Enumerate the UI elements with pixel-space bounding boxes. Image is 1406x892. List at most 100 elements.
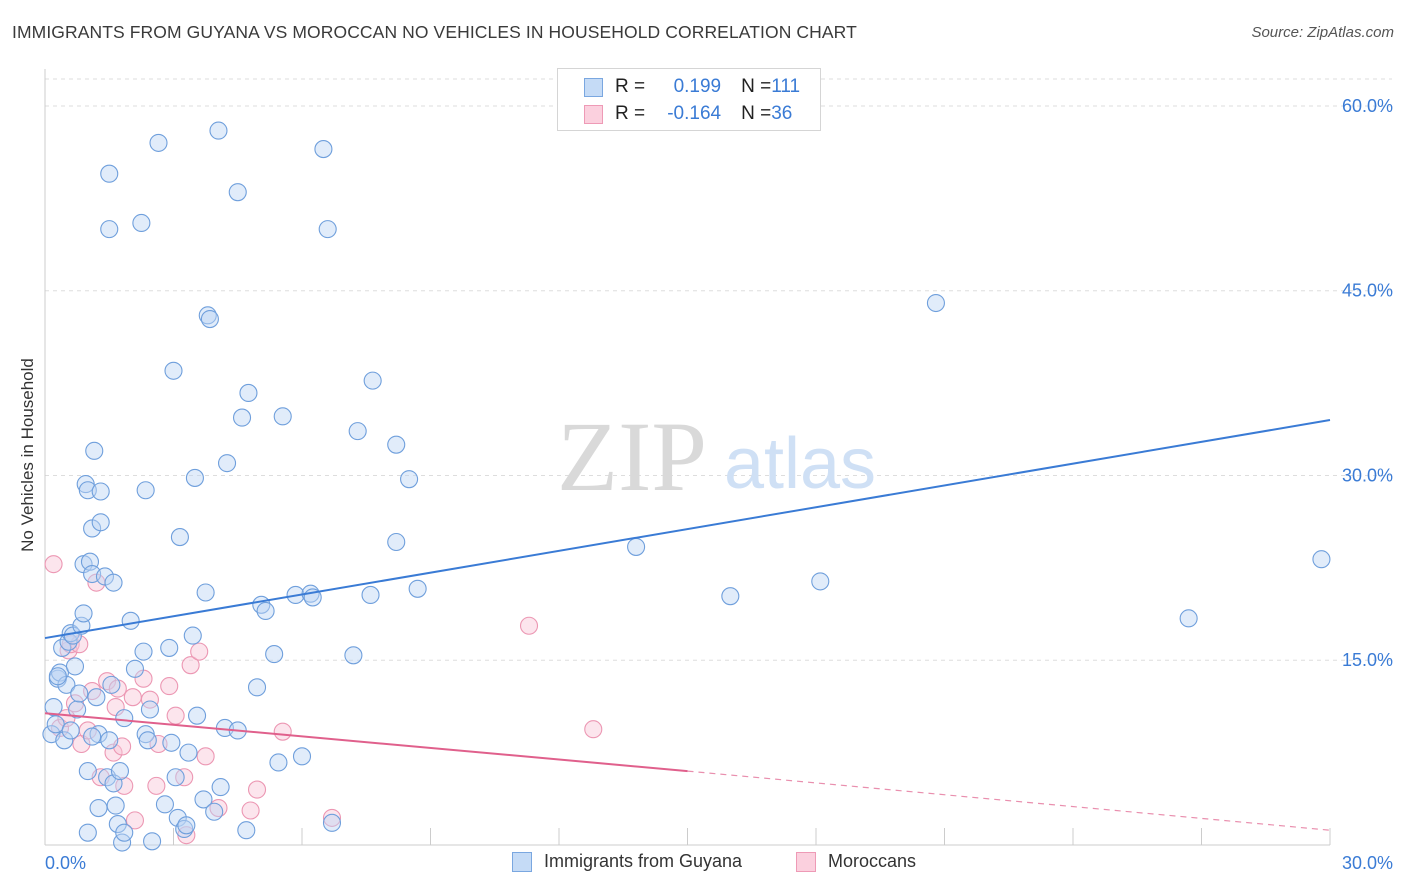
point-guyana	[322, 813, 342, 832]
point-guyana	[318, 220, 337, 239]
point-guyana	[361, 585, 380, 605]
x-tick-label: 0.0%	[45, 853, 86, 873]
watermark-zip: ZIP	[557, 401, 707, 512]
point-moroccans	[140, 690, 159, 709]
point-moroccans	[241, 801, 260, 820]
point-guyana	[256, 601, 275, 621]
point-guyana	[196, 583, 215, 602]
point-guyana	[160, 638, 179, 657]
point-moroccans	[247, 780, 267, 799]
legend-n-value: 111	[771, 76, 801, 97]
legend-r-label: R =	[615, 76, 646, 97]
point-guyana	[228, 183, 247, 202]
point-guyana	[273, 407, 292, 426]
point-guyana	[627, 537, 646, 556]
point-guyana	[78, 762, 97, 781]
trend-guyana	[44, 419, 1331, 640]
correlation-legend: R = 0.199 N = 111 R = -0.164 N = 36	[557, 68, 821, 131]
legend-row-moroccans: R = -0.164 N = 36	[584, 102, 792, 126]
point-guyana	[48, 667, 67, 686]
legend-n-label: N =	[741, 103, 772, 124]
y-tick-label: 45.0%	[1342, 281, 1393, 301]
point-guyana	[102, 675, 121, 694]
point-moroccans	[147, 776, 166, 795]
point-moroccans	[322, 808, 342, 827]
point-guyana	[143, 832, 162, 851]
legend-n-label: N =	[741, 76, 772, 97]
legend-r-value: -0.164	[667, 103, 722, 124]
point-guyana	[106, 796, 125, 815]
chart-title: IMMIGRANTS FROM GUYANA VS MOROCCAN NO VE…	[12, 22, 857, 42]
point-guyana	[140, 700, 159, 719]
point-moroccans	[160, 677, 179, 696]
point-guyana	[100, 731, 119, 750]
point-moroccans	[149, 734, 168, 754]
series-legend: Immigrants from Guyana Moroccans	[0, 851, 1406, 879]
point-guyana	[78, 823, 97, 842]
point-guyana	[83, 727, 102, 746]
legend-n-value: 36	[771, 103, 793, 124]
point-guyana	[110, 762, 130, 781]
point-guyana	[185, 468, 204, 487]
legend-swatch-moroccans	[584, 104, 603, 124]
point-guyana	[166, 768, 185, 787]
point-guyana	[136, 481, 155, 500]
point-guyana	[269, 753, 288, 772]
point-guyana	[91, 482, 110, 501]
point-guyana	[1179, 609, 1198, 628]
point-guyana	[363, 371, 382, 390]
point-moroccans	[44, 555, 63, 574]
point-guyana	[265, 645, 284, 664]
source-label: Source: ZipAtlas.com	[1251, 24, 1394, 41]
point-guyana	[348, 422, 367, 441]
point-moroccans	[181, 656, 200, 675]
point-moroccans	[125, 811, 144, 830]
point-guyana	[155, 795, 174, 814]
point-moroccans	[196, 747, 215, 766]
tick-labels: 15.0% 30.0% 45.0% 60.0% 0.0% 30.0%	[45, 96, 1393, 873]
point-guyana	[200, 309, 219, 329]
legend-label-moroccans: Moroccans	[828, 851, 917, 871]
point-guyana	[179, 743, 198, 762]
y-tick-label: 60.0%	[1342, 96, 1393, 116]
point-moroccans	[273, 722, 292, 741]
point-guyana	[408, 579, 427, 598]
point-guyana	[721, 587, 740, 606]
point-guyana	[78, 481, 97, 500]
point-guyana	[170, 528, 189, 547]
trend-moroccans	[44, 712, 688, 773]
point-guyana	[100, 220, 119, 239]
legend-r-label: R =	[615, 103, 646, 124]
point-guyana	[314, 140, 333, 159]
point-guyana	[104, 573, 123, 592]
point-guyana	[811, 572, 830, 591]
point-guyana	[194, 790, 213, 809]
point-guyana	[237, 821, 256, 840]
point-guyana	[926, 293, 945, 313]
point-guyana	[1312, 550, 1331, 569]
watermark: ZIP atlas	[557, 401, 876, 512]
point-guyana	[115, 709, 134, 728]
point-guyana	[239, 383, 258, 402]
watermark-atlas: atlas	[724, 424, 876, 504]
point-guyana	[149, 133, 168, 152]
point-guyana	[68, 700, 87, 719]
point-guyana	[211, 778, 230, 797]
point-guyana	[162, 733, 181, 752]
legend-r-value: 0.199	[673, 76, 722, 97]
point-moroccans	[115, 776, 134, 795]
point-guyana	[70, 684, 89, 703]
y-tick-label: 30.0%	[1342, 465, 1393, 485]
point-guyana	[65, 657, 85, 676]
point-guyana	[209, 121, 228, 140]
point-guyana	[232, 408, 252, 427]
point-guyana	[115, 823, 134, 842]
x-tick-label: 30.0%	[1342, 853, 1393, 873]
legend-row-guyana: R = 0.199 N = 111	[584, 75, 800, 99]
point-guyana	[125, 659, 144, 678]
point-moroccans	[190, 642, 209, 661]
point-guyana	[387, 435, 406, 454]
point-guyana	[164, 361, 183, 380]
y-tick-label: 15.0%	[1342, 650, 1393, 670]
